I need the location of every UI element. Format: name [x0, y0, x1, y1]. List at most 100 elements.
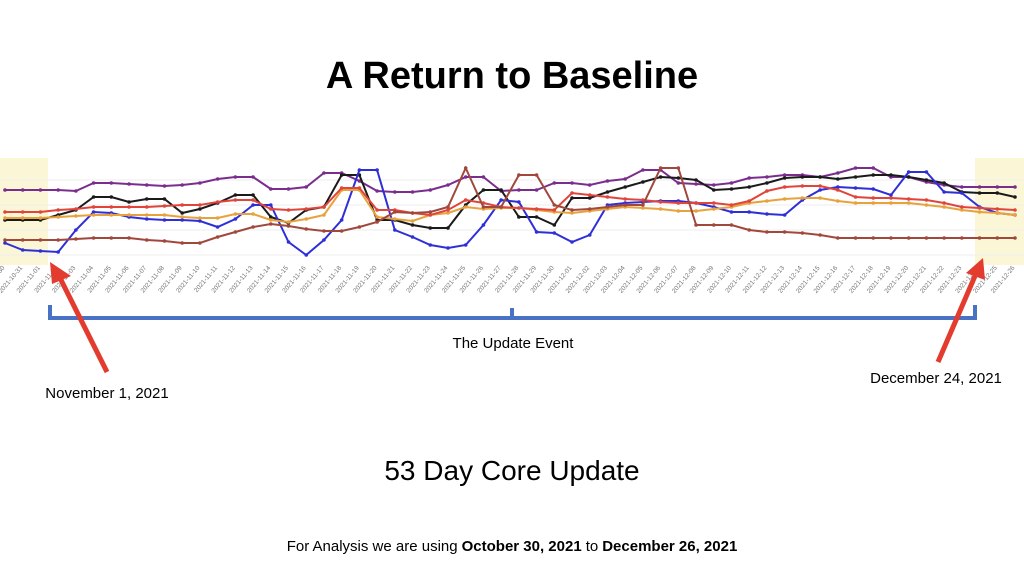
point: [889, 173, 893, 177]
point: [552, 223, 557, 227]
point: [871, 236, 876, 240]
point: [180, 215, 184, 219]
point: [995, 236, 1000, 240]
bracket: [48, 305, 977, 320]
point: [162, 204, 167, 208]
point: [127, 205, 131, 209]
point: [304, 217, 309, 221]
point: [3, 241, 7, 245]
point: [499, 188, 503, 192]
point: [694, 209, 698, 213]
point: [3, 216, 7, 220]
point: [977, 210, 982, 214]
point: [180, 203, 184, 207]
point: [517, 173, 521, 177]
point: [906, 170, 911, 174]
point: [587, 193, 592, 197]
point: [268, 222, 273, 226]
point: [410, 223, 415, 227]
point: [995, 185, 1000, 189]
point: [38, 188, 43, 192]
point: [871, 173, 876, 177]
point: [180, 183, 184, 187]
point: [215, 235, 220, 239]
footer-text: For Analysis we are using: [286, 538, 458, 555]
point: [286, 220, 291, 224]
point: [871, 196, 876, 200]
point: [144, 238, 149, 242]
point: [534, 215, 539, 219]
point: [729, 210, 734, 214]
point: [339, 186, 344, 190]
point: [56, 238, 60, 242]
point: [765, 212, 769, 216]
point: [127, 200, 131, 204]
point: [481, 223, 486, 227]
point: [481, 175, 486, 179]
point: [251, 198, 255, 202]
point: [375, 215, 379, 219]
point: [91, 210, 96, 214]
point: [676, 181, 681, 185]
point: [747, 199, 752, 203]
point: [694, 223, 698, 227]
point: [144, 213, 149, 217]
point: [268, 187, 273, 191]
point: [3, 210, 7, 214]
point: [233, 198, 238, 202]
point: [91, 195, 96, 199]
point: [38, 249, 43, 253]
point: [1013, 213, 1017, 217]
point: [198, 219, 202, 223]
point: [251, 225, 255, 229]
point: [906, 197, 911, 201]
point: [552, 231, 557, 235]
point: [20, 238, 25, 242]
point: [605, 205, 610, 209]
point: [641, 203, 645, 207]
point: [534, 230, 539, 234]
point: [180, 211, 184, 215]
point: [375, 189, 379, 193]
point: [853, 186, 858, 190]
point: [782, 197, 787, 201]
point: [658, 207, 663, 211]
footer: For Analysis we are using October 30, 20…: [0, 538, 1024, 555]
point: [463, 198, 468, 202]
point: [198, 203, 202, 207]
subtitle: 53 Day Core Update: [384, 455, 639, 486]
point: [357, 168, 362, 172]
point: [800, 184, 805, 188]
point: [570, 181, 574, 185]
point: [729, 203, 734, 207]
point: [127, 213, 131, 217]
point: [658, 200, 663, 204]
point: [587, 233, 592, 237]
point: [463, 243, 468, 247]
point: [162, 218, 167, 222]
point: [215, 225, 220, 229]
point: [162, 197, 167, 201]
point: [977, 206, 982, 210]
point: [729, 181, 734, 185]
point: [393, 190, 397, 194]
point: [942, 236, 946, 240]
footer-date: December 26, 2021: [602, 538, 738, 555]
point: [251, 193, 255, 197]
point: [570, 211, 574, 215]
point: [694, 201, 698, 205]
point: [215, 177, 220, 181]
point: [765, 199, 769, 203]
point: [322, 238, 326, 242]
point: [393, 228, 397, 232]
point: [74, 189, 78, 193]
point: [995, 211, 1000, 215]
point: [534, 173, 539, 177]
point: [304, 253, 309, 257]
point: [782, 213, 787, 217]
point: [676, 176, 681, 180]
point: [570, 191, 574, 195]
point: [127, 236, 131, 240]
point: [906, 201, 911, 205]
point: [942, 190, 946, 194]
